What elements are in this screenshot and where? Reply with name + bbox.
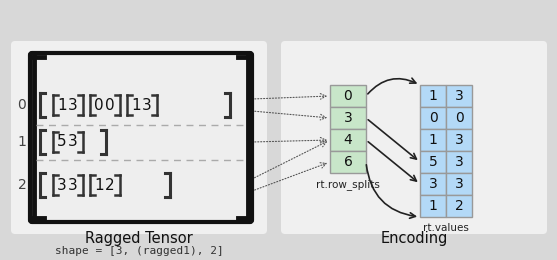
Text: 1: 1 [131, 98, 141, 113]
Text: 5: 5 [57, 134, 67, 150]
Text: 0: 0 [94, 98, 104, 113]
Bar [446, 107, 472, 129]
FancyBboxPatch shape [11, 41, 267, 234]
Text: Encoding: Encoding [380, 231, 448, 245]
Text: 3: 3 [57, 178, 67, 192]
Text: 3: 3 [455, 177, 463, 191]
Text: rt.row_splits: rt.row_splits [316, 179, 380, 190]
Bar [446, 85, 472, 107]
Text: 3: 3 [68, 134, 78, 150]
Text: rt.values: rt.values [423, 223, 469, 233]
Bar [446, 151, 472, 173]
Text: 3: 3 [429, 177, 437, 191]
Text: 1: 1 [57, 98, 67, 113]
Bar [446, 173, 472, 195]
Text: 1: 1 [94, 178, 104, 192]
Text: 3: 3 [455, 155, 463, 169]
Bar [330, 151, 366, 173]
Bar [420, 107, 446, 129]
Text: 3: 3 [344, 111, 353, 125]
Text: 2: 2 [105, 178, 115, 192]
Text: 6: 6 [344, 155, 353, 169]
Text: Ragged Tensor: Ragged Tensor [85, 231, 193, 245]
Text: 3: 3 [455, 133, 463, 147]
Text: 4: 4 [344, 133, 353, 147]
Bar [420, 173, 446, 195]
Text: 3: 3 [68, 178, 78, 192]
Text: 0: 0 [429, 111, 437, 125]
Text: 3: 3 [68, 98, 78, 113]
Text: 1: 1 [428, 133, 437, 147]
Text: 0: 0 [455, 111, 463, 125]
Bar [330, 129, 366, 151]
Text: 0: 0 [344, 89, 353, 103]
Bar [420, 85, 446, 107]
Text: 5: 5 [429, 155, 437, 169]
Text: 0: 0 [105, 98, 115, 113]
Bar [446, 129, 472, 151]
Text: 3: 3 [455, 89, 463, 103]
Text: 2: 2 [18, 178, 26, 192]
Text: 1: 1 [18, 135, 26, 149]
Text: 1: 1 [428, 199, 437, 213]
Text: 1: 1 [428, 89, 437, 103]
Bar [420, 151, 446, 173]
Bar [330, 107, 366, 129]
Text: 3: 3 [142, 98, 152, 113]
Text: 2: 2 [455, 199, 463, 213]
Bar [420, 129, 446, 151]
Bar [446, 195, 472, 217]
Bar [420, 195, 446, 217]
Text: shape = [3, (ragged1), 2]: shape = [3, (ragged1), 2] [55, 246, 223, 256]
Bar [330, 85, 366, 107]
Text: 0: 0 [18, 98, 26, 112]
FancyBboxPatch shape [30, 53, 252, 222]
FancyBboxPatch shape [281, 41, 547, 234]
